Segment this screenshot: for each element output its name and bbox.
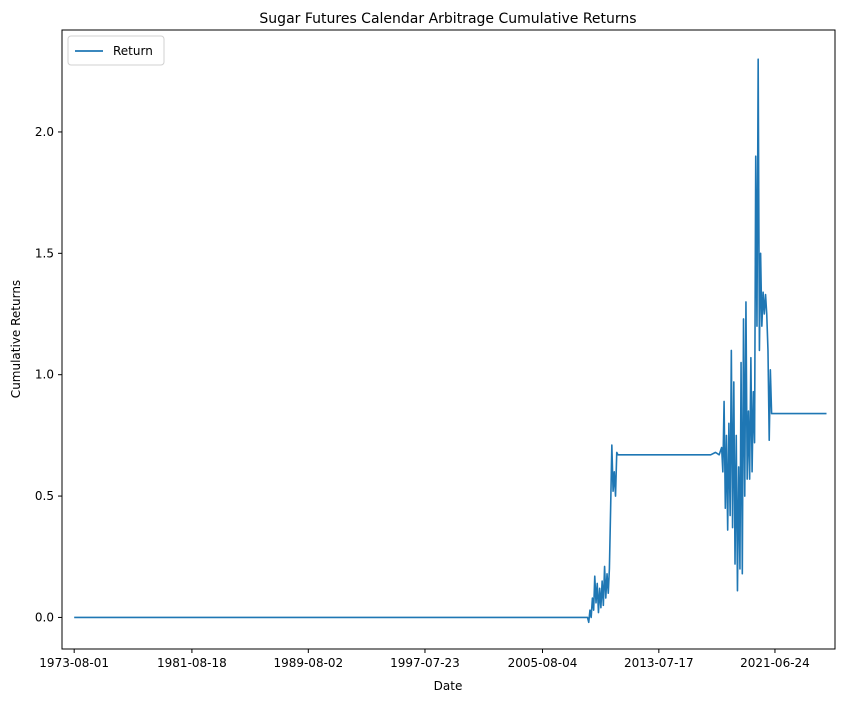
x-tick-label: 1997-07-23: [390, 656, 460, 670]
x-axis: 1973-08-01 1981-08-18 1989-08-02 1997-07-23…: [39, 649, 810, 670]
chart-title: Sugar Futures Calendar Arbitrage Cumulat…: [259, 11, 636, 27]
y-tick-label: 0.0: [35, 610, 54, 624]
plot-area: [61, 29, 836, 650]
y-tick-label: 1.0: [35, 368, 54, 382]
y-tick-label: 1.5: [35, 246, 54, 260]
x-tick-label: 1973-08-01: [39, 656, 109, 670]
x-tick-label: 1981-08-18: [157, 656, 227, 670]
x-tick-label: 1989-08-02: [273, 656, 343, 670]
series-line-return: [74, 58, 827, 624]
y-tick-label: 0.5: [35, 489, 54, 503]
x-tick-label: 2005-08-04: [508, 656, 578, 670]
plot-content: [74, 58, 827, 624]
x-tick-label: 2013-07-17: [624, 656, 694, 670]
y-axis: 0.0 0.5 1.0 1.5 2.0: [35, 125, 62, 624]
x-tick-label: 2021-06-24: [740, 656, 810, 670]
y-axis-title: Cumulative Returns: [9, 280, 23, 398]
legend: Return: [67, 35, 165, 66]
legend-label-return: Return: [113, 44, 153, 58]
y-tick-label: 2.0: [35, 125, 54, 139]
x-axis-title: Date: [434, 679, 463, 693]
legend-box: [67, 35, 165, 66]
